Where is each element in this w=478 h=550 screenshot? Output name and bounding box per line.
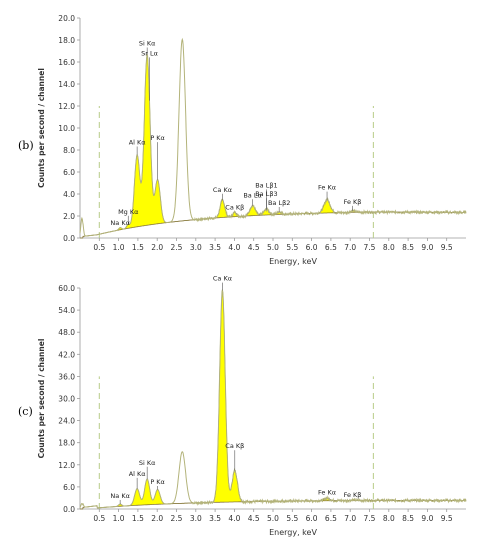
x-tick-label: 8.5 bbox=[402, 514, 414, 523]
y-tick-label: 4.0 bbox=[63, 190, 75, 199]
y-tick-label: 60.0 bbox=[58, 284, 75, 293]
panel-label: (b) bbox=[18, 139, 34, 152]
x-tick-label: 9.0 bbox=[421, 514, 433, 523]
x-tick-label: 2.5 bbox=[171, 243, 183, 252]
y-tick-label: 30.0 bbox=[58, 395, 75, 404]
x-tick-label: 4.0 bbox=[228, 514, 240, 523]
peak-annotation: Fe Kβ bbox=[344, 491, 362, 499]
y-tick-label: 24.0 bbox=[58, 417, 75, 426]
spectrum-line bbox=[79, 37, 467, 237]
eds-spectrum-chart-c: 0.0 6.0 12.0 18.0 24.0 30.0 36.0 42.0 48.0 54.0 60… bbox=[37, 275, 467, 537]
x-tick-label: 4.0 bbox=[228, 243, 240, 252]
y-tick-label: 12.0 bbox=[58, 102, 75, 111]
peak-annotation: Mg Kα bbox=[118, 208, 138, 216]
y-tick-label: 20.0 bbox=[58, 14, 75, 23]
x-tick-label: 7.5 bbox=[364, 514, 376, 523]
peak-annotation: Ba Lβ2 bbox=[268, 199, 290, 207]
x-tick-label: 5.0 bbox=[267, 243, 279, 252]
x-tick-label: 0.5 bbox=[93, 514, 105, 523]
peak-annotation: Al Kα bbox=[129, 139, 146, 147]
y-tick-label: 54.0 bbox=[58, 306, 75, 315]
x-tick-label: 0.5 bbox=[93, 243, 105, 252]
x-tick-label: 3.0 bbox=[190, 514, 202, 523]
peak-annotation: P Kα bbox=[150, 134, 165, 142]
y-tick-label: 6.0 bbox=[63, 168, 75, 177]
panel-label: (c) bbox=[18, 405, 33, 418]
peak-annotation: Al Kα bbox=[129, 470, 146, 478]
x-tick-label: 2.0 bbox=[151, 243, 163, 252]
peak-annotation: Sr Lα bbox=[141, 49, 158, 57]
peak-annotation: Na Kα bbox=[110, 219, 129, 227]
y-tick-label: 0.0 bbox=[63, 234, 75, 243]
x-tick-label: 3.5 bbox=[209, 514, 221, 523]
peak-annotation: Fe Kβ bbox=[344, 198, 362, 206]
y-tick-label: 48.0 bbox=[58, 328, 75, 337]
peak-annotation: Si Kα bbox=[139, 459, 156, 467]
x-tick-label: 6.0 bbox=[306, 243, 318, 252]
y-tick-label: 0.0 bbox=[63, 505, 75, 514]
y-axis-title: Counts per second / channel bbox=[37, 339, 46, 459]
x-tick-label: 1.0 bbox=[113, 514, 125, 523]
x-tick-label: 8.0 bbox=[383, 514, 395, 523]
x-tick-label: 1.0 bbox=[113, 243, 125, 252]
x-tick-label: 7.0 bbox=[344, 514, 356, 523]
x-tick-label: 3.5 bbox=[209, 243, 221, 252]
x-tick-label: 9.5 bbox=[441, 514, 453, 523]
peak-annotation: Ba Lβ1 bbox=[255, 181, 277, 189]
x-tick-label: 4.5 bbox=[248, 243, 260, 252]
x-tick-label: 7.5 bbox=[364, 243, 376, 252]
peak-annotation: Ca Kβ bbox=[225, 203, 244, 211]
x-tick-label: 9.5 bbox=[441, 243, 453, 252]
y-tick-label: 6.0 bbox=[63, 483, 75, 492]
x-tick-label: 7.0 bbox=[344, 243, 356, 252]
y-tick-label: 12.0 bbox=[58, 461, 75, 470]
x-tick-label: 2.0 bbox=[151, 514, 163, 523]
spectrum-line bbox=[79, 289, 467, 509]
x-tick-label: 5.0 bbox=[267, 514, 279, 523]
x-axis-title: Energy, keV bbox=[269, 257, 317, 266]
x-tick-label: 2.5 bbox=[171, 514, 183, 523]
x-tick-label: 8.5 bbox=[402, 243, 414, 252]
peak-annotation: Ca Kα bbox=[213, 275, 232, 283]
x-tick-label: 1.5 bbox=[132, 514, 144, 523]
spectrum-panel-b: (b) 0.0 2.0 4.0 6.0 8.0 10.0 12.0 14.0 16.0 18.0 2… bbox=[0, 0, 478, 266]
peak-annotation: Na Kα bbox=[110, 492, 129, 500]
y-tick-label: 8.0 bbox=[63, 146, 75, 155]
y-tick-label: 42.0 bbox=[58, 350, 75, 359]
x-tick-label: 8.0 bbox=[383, 243, 395, 252]
y-tick-label: 10.0 bbox=[58, 124, 75, 133]
x-tick-label: 6.0 bbox=[306, 514, 318, 523]
x-tick-label: 5.5 bbox=[286, 514, 298, 523]
x-tick-label: 6.5 bbox=[325, 243, 337, 252]
peak-annotation: Ca Kβ bbox=[225, 442, 244, 450]
y-tick-label: 2.0 bbox=[63, 212, 75, 221]
eds-spectrum-chart-b: 0.0 2.0 4.0 6.0 8.0 10.0 12.0 14.0 16.0 18.0 20.0 0… bbox=[37, 14, 467, 266]
x-tick-label: 6.5 bbox=[325, 514, 337, 523]
y-tick-label: 18.0 bbox=[58, 36, 75, 45]
x-tick-label: 4.5 bbox=[248, 514, 260, 523]
peak-annotation: Ba Lα bbox=[243, 191, 261, 199]
x-tick-label: 5.5 bbox=[286, 243, 298, 252]
peak-annotation: Ca Kα bbox=[213, 186, 232, 194]
y-tick-label: 16.0 bbox=[58, 58, 75, 67]
x-axis-title: Energy, keV bbox=[269, 528, 317, 537]
y-axis-title: Counts per second / channel bbox=[37, 68, 46, 188]
y-tick-label: 18.0 bbox=[58, 439, 75, 448]
y-tick-label: 36.0 bbox=[58, 372, 75, 381]
peak-annotation: Fe Kα bbox=[318, 488, 336, 496]
x-tick-label: 9.0 bbox=[421, 243, 433, 252]
peak-annotation: Si Kα bbox=[139, 40, 156, 48]
y-tick-label: 14.0 bbox=[58, 80, 75, 89]
x-tick-label: 3.0 bbox=[190, 243, 202, 252]
peak-annotation: Fe Kα bbox=[318, 184, 336, 192]
x-tick-label: 1.5 bbox=[132, 243, 144, 252]
peak-annotation: Ba Lβ3 bbox=[255, 190, 277, 198]
spectrum-panel-c: (c) 0.0 6.0 12.0 18.0 24.0 30.0 36.0 42.0 48.0 54… bbox=[0, 272, 478, 550]
peak-annotation: P Kα bbox=[150, 478, 165, 486]
